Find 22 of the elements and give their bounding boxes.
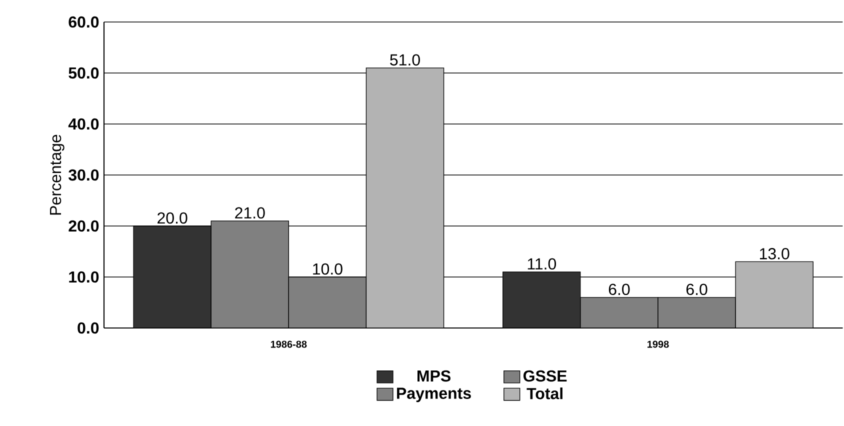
legend-label: Total <box>526 388 562 400</box>
legend-label: GSSE <box>523 370 567 382</box>
y-tick-label: 0.0 <box>78 322 99 334</box>
y-tick-label: 40.0 <box>68 118 99 130</box>
data-label: 21.0 <box>235 207 265 219</box>
data-label: 10.0 <box>313 263 342 275</box>
x-tick-label: 1986-88 <box>270 340 307 348</box>
y-tick-label: 60.0 <box>68 16 99 28</box>
legend-label: MPS <box>418 370 450 382</box>
y-axis-title: Percentage <box>50 134 64 215</box>
y-tick-label: 50.0 <box>68 67 99 79</box>
data-label: 51.0 <box>390 54 420 66</box>
data-label: 6.0 <box>608 284 630 296</box>
y-tick-label: 20.0 <box>68 220 99 232</box>
data-label: 6.0 <box>686 284 708 296</box>
y-tick-label: 10.0 <box>69 271 99 283</box>
y-tick-label: 30.0 <box>68 169 99 181</box>
data-label: 20.0 <box>158 212 188 224</box>
data-label: 13.0 <box>760 248 790 260</box>
data-label: 11.0 <box>528 258 556 270</box>
legend-label: Payments <box>397 388 471 402</box>
x-tick-label: 1998 <box>648 340 669 348</box>
